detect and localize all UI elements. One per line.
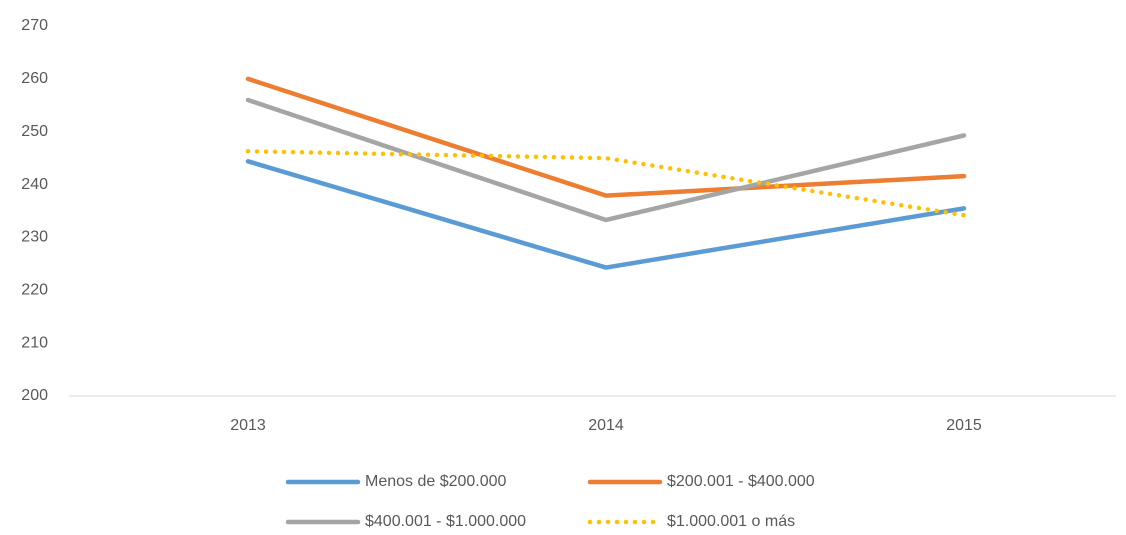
y-tick-label: 220: [21, 282, 48, 299]
y-tick-label: 240: [21, 176, 48, 193]
y-tick-label: 210: [21, 334, 48, 351]
x-tick-label: 2015: [946, 417, 982, 434]
series-line: [245, 149, 967, 218]
x-tick-label: 2014: [588, 417, 624, 434]
y-tick-label: 260: [21, 70, 48, 87]
legend-label: $200.001 - $400.000: [667, 473, 815, 490]
legend-label: $400.001 - $1.000.000: [365, 513, 526, 530]
series-line: [245, 76, 967, 198]
y-tick-label: 230: [21, 229, 48, 246]
series-line: [245, 159, 967, 270]
legend-label: Menos de $200.000: [365, 473, 507, 490]
series-line: [245, 97, 967, 223]
x-tick-label: 2013: [230, 417, 266, 434]
y-tick-label: 270: [21, 17, 48, 34]
y-tick-label: 200: [21, 387, 48, 404]
legend-label: $1.000.001 o más: [667, 513, 795, 530]
y-tick-label: 250: [21, 123, 48, 140]
